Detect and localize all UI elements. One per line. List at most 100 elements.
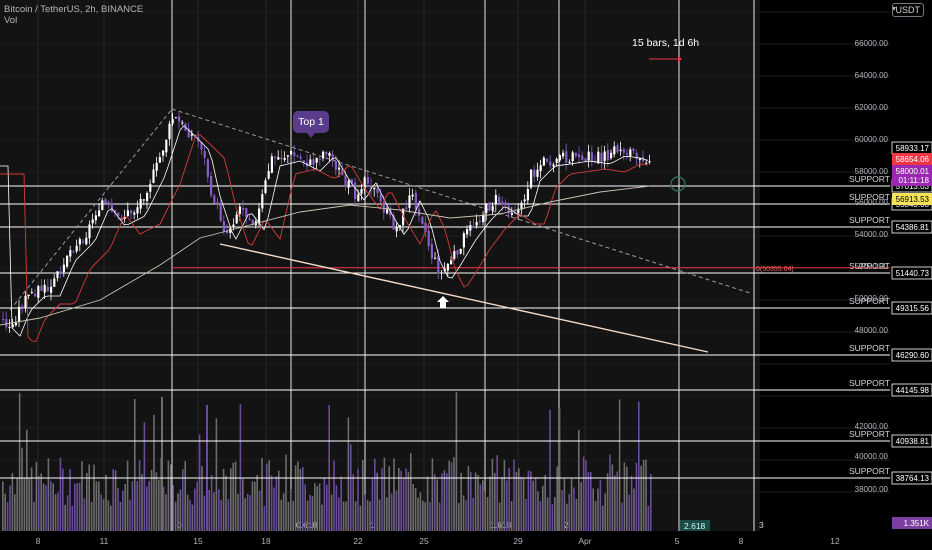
- volume-bar: [501, 477, 503, 531]
- volume-bar: [424, 502, 426, 531]
- resistance-price-label-bg: [892, 142, 932, 154]
- volume-bar: [393, 458, 395, 531]
- volume-bar: [470, 472, 472, 531]
- volume-bar: [54, 494, 57, 531]
- candle-body: [30, 292, 33, 293]
- candle-body: [174, 117, 177, 119]
- candle-body: [72, 251, 75, 253]
- candle-body: [117, 212, 120, 216]
- candle-body: [178, 116, 181, 122]
- candle-body: [603, 151, 606, 162]
- price-tick-label: 66000.00: [855, 39, 889, 48]
- volume-bar: [88, 464, 90, 531]
- volume-bar: [347, 417, 350, 531]
- volume-bar: [196, 481, 198, 531]
- volume-bar: [225, 475, 227, 531]
- volume-bar: [28, 478, 30, 531]
- volume-bar: [623, 462, 626, 531]
- volume-bar: [477, 475, 479, 531]
- candle-body: [539, 165, 542, 172]
- currency-button[interactable]: USDT: [891, 3, 924, 17]
- volume-bar: [21, 447, 23, 531]
- candle-body: [203, 151, 206, 158]
- volume-bar: [66, 495, 69, 531]
- volume-bar: [254, 481, 256, 531]
- volume-bar: [443, 470, 446, 531]
- volume-bar: [335, 485, 338, 531]
- support-price-label: 51440.73: [896, 269, 930, 278]
- volume-bar: [40, 473, 42, 531]
- volume-bar: [398, 468, 400, 531]
- volume-bar: [573, 487, 575, 531]
- candle-body: [456, 250, 459, 255]
- volume-bar: [194, 488, 196, 531]
- volume-bar: [575, 498, 578, 531]
- candle-body: [386, 209, 389, 214]
- candle-body: [229, 228, 232, 233]
- volume-bar: [134, 399, 136, 531]
- candle-body: [206, 159, 209, 177]
- volume-bar: [520, 477, 522, 531]
- volume-bar: [174, 501, 177, 531]
- candle-body: [142, 199, 145, 201]
- volume-bar: [527, 470, 530, 531]
- time-tick-label: 8: [739, 536, 744, 546]
- volume-bar: [222, 468, 225, 531]
- volume-bar: [381, 468, 383, 531]
- volume-bar: [508, 467, 510, 531]
- candle-body: [568, 161, 571, 163]
- candle-body: [24, 295, 27, 309]
- volume-bar: [400, 470, 402, 531]
- candle-body: [517, 208, 520, 214]
- support-label: SUPPORT: [849, 192, 890, 202]
- volume-bar: [311, 495, 314, 531]
- volume-bar: [299, 469, 302, 531]
- support-price-badge: [891, 434, 932, 448]
- volume-bar: [345, 501, 347, 531]
- symbol-title[interactable]: Bitcoin / TetherUS, 2h, BINANCE: [4, 4, 144, 15]
- support-price-label: 46290.60: [896, 351, 930, 360]
- volume-bar: [522, 477, 525, 531]
- ascending-trendline-dashed: [9, 108, 173, 311]
- volume-bar: [110, 505, 112, 531]
- volume-bar: [138, 460, 141, 531]
- volume-bar: [105, 474, 107, 531]
- price-tick-label: 42000.00: [855, 422, 889, 431]
- volume-bar: [38, 475, 40, 531]
- fib-retracement: 1(61844.00)0.786(59385.36)0.618(57455.22…: [172, 266, 890, 273]
- ma-price-label: 56913.53: [896, 195, 930, 204]
- volume-bar: [258, 490, 261, 531]
- volume-indicator-label[interactable]: Vol: [4, 15, 18, 26]
- bar-countdown-label: 01:11:18: [898, 176, 929, 185]
- volume-bar: [479, 484, 482, 531]
- candle-body: [453, 251, 456, 259]
- volume-bar: [542, 485, 544, 531]
- chevron-down-icon[interactable]: ▾: [891, 4, 896, 13]
- candle-body: [309, 159, 312, 165]
- candle-body: [376, 188, 379, 194]
- volume-bar: [340, 476, 342, 531]
- volume-bar: [580, 482, 582, 531]
- candle-body: [283, 158, 286, 160]
- support-price-label: 54386.81: [896, 223, 930, 232]
- candle-body: [584, 158, 587, 162]
- candle-body: [501, 201, 504, 205]
- bars-range-label[interactable]: 15 bars, 1d 6h: [632, 37, 700, 49]
- candle-body: [542, 157, 545, 166]
- volume-bar: [640, 465, 642, 531]
- top-callout[interactable]: Top 1: [293, 111, 329, 138]
- candle-body: [379, 194, 382, 202]
- volume-bar: [364, 494, 366, 531]
- candle-body: [363, 177, 366, 191]
- volume-bar: [93, 464, 95, 531]
- volume-bar: [266, 463, 268, 531]
- fib-time-label: 2.618: [684, 521, 706, 531]
- volume-bar: [90, 501, 93, 531]
- volume-bar: [566, 503, 568, 531]
- candle-body: [469, 225, 472, 231]
- candle-body: [27, 294, 30, 297]
- volume-bar: [330, 494, 333, 531]
- volume-bar: [45, 485, 47, 531]
- volume-bar: [285, 454, 287, 531]
